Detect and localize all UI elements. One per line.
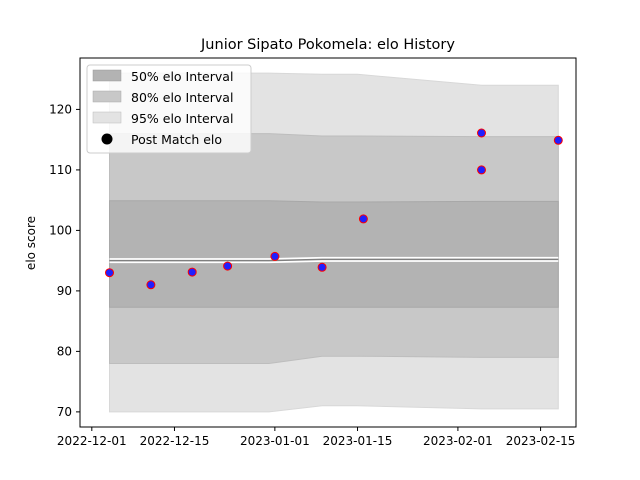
y-tick-label: 100	[49, 223, 72, 237]
post-match-point	[477, 128, 486, 138]
legend-label-80: 80% elo Interval	[131, 90, 233, 105]
y-axis: 70 80 90 100 110 120	[49, 102, 80, 419]
post-match-point	[187, 267, 197, 277]
legend-label-50: 50% elo Interval	[131, 69, 233, 84]
x-tick-label: 2022-12-01	[57, 434, 127, 448]
chart-title: Junior Sipato Pokomela: elo History	[200, 37, 455, 53]
x-tick-label: 2023-02-15	[506, 434, 576, 448]
post-match-point	[105, 268, 114, 278]
y-tick-label: 70	[57, 405, 72, 419]
post-match-point	[223, 261, 233, 271]
post-match-point	[317, 262, 327, 272]
x-tick-label: 2023-01-15	[323, 434, 393, 448]
y-tick-label: 120	[49, 102, 72, 116]
mean-elo-line	[109, 256, 559, 264]
legend-swatch-50	[92, 69, 122, 82]
legend-swatch-95	[92, 111, 122, 124]
legend-marker-post	[101, 133, 113, 145]
post-match-point	[270, 251, 280, 261]
legend-box	[86, 64, 252, 154]
legend-swatch-80	[92, 90, 122, 103]
post-match-point	[553, 135, 563, 145]
x-axis: 2022-12-01 2022-12-15 2023-01-01 2023-01-15…	[57, 427, 576, 448]
y-axis-label: elo score	[24, 216, 38, 270]
post-match-point	[477, 165, 486, 175]
y-tick-label: 80	[57, 344, 72, 358]
legend-label-post: Post Match elo	[131, 132, 222, 147]
interval-bands	[109, 72, 559, 413]
x-tick-label: 2023-02-01	[423, 434, 493, 448]
y-tick-label: 90	[57, 284, 72, 298]
x-tick-label: 2023-01-01	[240, 434, 310, 448]
legend: 50% elo Interval 80% elo Interval 95% el…	[86, 64, 252, 154]
x-tick-label: 2022-12-15	[140, 434, 210, 448]
y-tick-label: 110	[49, 163, 72, 177]
post-match-point	[358, 214, 368, 224]
mean-line	[109, 258, 559, 262]
post-match-point	[146, 280, 156, 290]
band-50	[109, 200, 559, 308]
plot-area	[105, 72, 563, 413]
plot-frame	[79, 57, 577, 428]
legend-label-95: 95% elo Interval	[131, 111, 233, 126]
post-match-points	[105, 128, 563, 290]
